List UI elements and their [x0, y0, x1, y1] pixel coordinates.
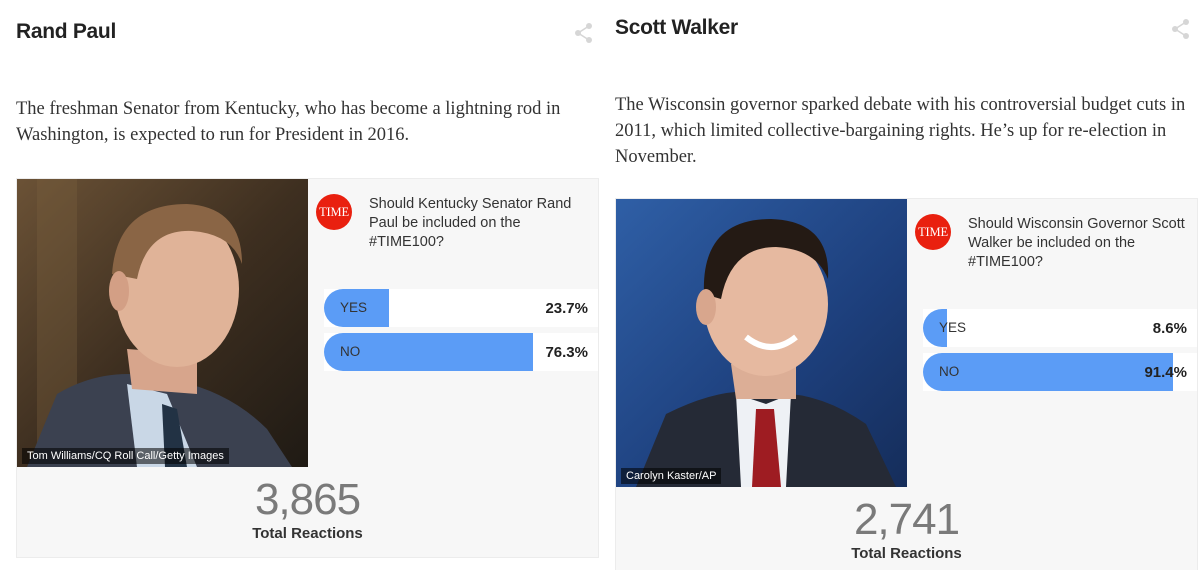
poll-question: Should Kentucky Senator Rand Paul be inc…	[369, 196, 572, 250]
candidate-name: Scott Walker	[615, 16, 738, 39]
total-reactions: 3,865 Total Reactions	[17, 467, 598, 557]
no-percent: 91.4%	[1144, 364, 1187, 381]
candidate-description: The freshman Senator from Kentucky, who …	[16, 99, 561, 145]
total-label: Total Reactions	[851, 545, 962, 562]
poll-panel: TIME Should Kentucky Senator Rand Paul b…	[308, 179, 598, 467]
time-logo-icon: TIME	[915, 214, 951, 250]
no-bar	[923, 353, 1174, 391]
candidate-photo: Tom Williams/CQ Roll Call/Getty Images	[17, 179, 308, 467]
no-percent: 76.3%	[545, 344, 588, 361]
share-icon[interactable]	[1171, 18, 1191, 40]
no-bar	[324, 333, 534, 371]
poll-question: Should Wisconsin Governor Scott Walker b…	[968, 216, 1185, 270]
yes-percent: 8.6%	[1152, 320, 1187, 337]
photo-credit: Carolyn Kaster/AP	[621, 468, 722, 484]
no-label: NO	[340, 344, 361, 359]
no-label: NO	[939, 364, 960, 379]
time-logo-icon: TIME	[316, 194, 352, 230]
poll-option-yes[interactable]: YES 23.7%	[324, 289, 598, 327]
poll-card: Tom Williams/CQ Roll Call/Getty Images T…	[16, 178, 599, 558]
poll-option-no[interactable]: NO 91.4%	[923, 353, 1197, 391]
poll-panel: TIME Should Wisconsin Governor Scott Wal…	[907, 199, 1197, 487]
poll-card: Carolyn Kaster/AP TIME Should Wisconsin …	[615, 198, 1198, 570]
yes-bar	[923, 309, 947, 347]
candidate-name: Rand Paul	[16, 20, 116, 43]
share-icon[interactable]	[574, 22, 594, 44]
yes-bar	[324, 289, 389, 327]
photo-credit: Tom Williams/CQ Roll Call/Getty Images	[22, 448, 229, 464]
total-reactions: 2,741 Total Reactions	[616, 487, 1197, 570]
poll-option-yes[interactable]: YES 8.6%	[923, 309, 1197, 347]
yes-label: YES	[939, 320, 967, 335]
total-count: 3,865	[254, 475, 361, 524]
candidate-card-rand-paul: Rand Paul The freshman Senator from Kent…	[16, 0, 601, 570]
candidate-description: The Wisconsin governor sparked debate wi…	[615, 95, 1186, 167]
total-count: 2,741	[853, 495, 960, 544]
yes-percent: 23.7%	[545, 300, 588, 317]
candidate-photo: Carolyn Kaster/AP	[616, 199, 907, 487]
total-label: Total Reactions	[252, 525, 363, 542]
poll-option-no[interactable]: NO 76.3%	[324, 333, 598, 371]
yes-label: YES	[340, 300, 368, 315]
candidate-card-scott-walker: Scott Walker The Wisconsin governor spar…	[615, 0, 1200, 570]
